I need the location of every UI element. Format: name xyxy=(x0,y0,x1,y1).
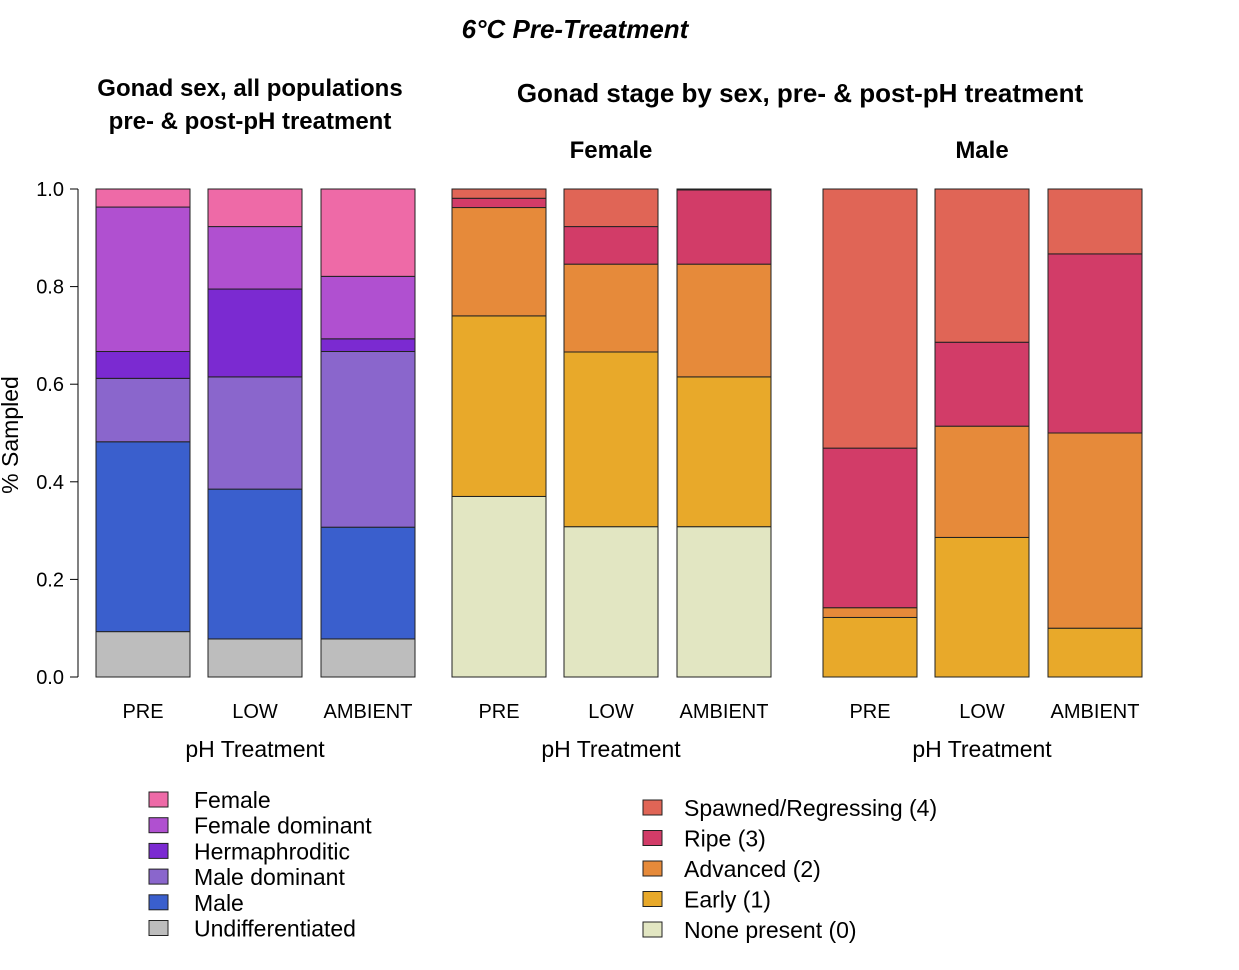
bar-segment xyxy=(676,526,772,678)
male-panel-title: Male xyxy=(955,137,1008,164)
bar-segment xyxy=(451,315,547,497)
y-axis-label: % Sampled xyxy=(0,376,23,494)
bar-segment xyxy=(1047,432,1143,629)
x-tick-label: AMBIENT xyxy=(324,701,413,723)
bar-segment xyxy=(95,188,191,208)
legend-label: Early (1) xyxy=(684,887,771,913)
bar-segment xyxy=(934,188,1030,343)
bar-segment xyxy=(1047,253,1143,434)
legend-label: Advanced (2) xyxy=(684,856,821,882)
y-tick-label: 0.2 xyxy=(36,569,64,591)
legend-swatch xyxy=(148,817,169,834)
panel2-title: Gonad stage by sex, pre- & post-pH treat… xyxy=(517,78,1084,108)
bar-segment xyxy=(563,526,659,678)
bar-segment xyxy=(95,351,191,379)
bar-segment xyxy=(563,226,659,265)
y-tick-label: 0.8 xyxy=(36,277,64,299)
bar-segment xyxy=(207,188,303,228)
legend-label: Male xyxy=(194,890,244,916)
x-tick-label: AMBIENT xyxy=(1051,701,1140,723)
bar-segment xyxy=(320,351,416,528)
bar-segment xyxy=(320,638,416,678)
bar-segment xyxy=(1047,188,1143,255)
bar-segment xyxy=(320,275,416,340)
legend-stage: Spawned/Regressing (4) Ripe (3) Advanced (… xyxy=(642,795,937,943)
x-tick-label: PRE xyxy=(849,701,890,723)
bar-segment xyxy=(934,425,1030,538)
bar-segment xyxy=(207,226,303,290)
legend-label: Female xyxy=(194,787,271,813)
legend-label: Undifferentiated xyxy=(194,916,356,942)
bar-segment xyxy=(95,206,191,353)
bar-segment xyxy=(676,189,772,265)
legend-label: Female dominant xyxy=(194,813,372,839)
main-title: 6°C Pre-Treatment xyxy=(462,14,690,44)
x-tick-label: LOW xyxy=(959,701,1005,723)
legend-swatch xyxy=(642,921,663,938)
x-tick-label: LOW xyxy=(232,701,278,723)
female-panel-title: Female xyxy=(570,137,653,164)
bar-segment xyxy=(320,338,416,353)
y-tick-label: 0.0 xyxy=(36,667,64,689)
chart-marks: 0.0 0.2 0.4 0.6 0.8 1.0 PRE LOW AMBIENT pH Treatm… xyxy=(36,179,1143,762)
bar-segment xyxy=(207,488,303,640)
bar-segment xyxy=(207,638,303,678)
bar-segment xyxy=(676,188,772,191)
bar-segment xyxy=(822,447,918,609)
x-tick-label: LOW xyxy=(588,701,634,723)
x-tick-label: AMBIENT xyxy=(680,701,769,723)
legend-label: Male dominant xyxy=(194,864,345,890)
legend-label: None present (0) xyxy=(684,917,857,943)
y-tick-label: 0.6 xyxy=(36,374,64,396)
legend-label: Hermaphroditic xyxy=(194,838,350,864)
bar-segment xyxy=(934,536,1030,678)
bar-segment xyxy=(95,441,191,633)
x-tick-label: PRE xyxy=(478,701,519,723)
bar-segment xyxy=(563,351,659,528)
bar-segment xyxy=(676,376,772,528)
bar-segment xyxy=(676,263,772,378)
x-tick-label: PRE xyxy=(122,701,163,723)
bar-segment xyxy=(451,197,547,209)
bar-segment xyxy=(95,631,191,678)
panel1-title-line2: pre- & post-pH treatment xyxy=(109,108,392,135)
legend-swatch xyxy=(148,894,169,911)
legend-label: Spawned/Regressing (4) xyxy=(684,795,937,821)
bar-segment xyxy=(563,188,659,228)
bar-segment xyxy=(934,341,1030,427)
bar-segment xyxy=(451,495,547,678)
bar-segment xyxy=(451,207,547,317)
bar-segment xyxy=(207,376,303,490)
bar-segment xyxy=(451,188,547,199)
bar-segment xyxy=(1047,627,1143,678)
bar-segment xyxy=(95,377,191,443)
legend-swatch xyxy=(642,830,663,846)
bar-segment xyxy=(822,616,918,678)
bar-segment xyxy=(320,526,416,640)
panel1-title-line1: Gonad sex, all populations xyxy=(97,75,402,102)
bar-segment xyxy=(822,607,918,618)
legend-swatch xyxy=(642,891,663,907)
legend-swatch xyxy=(148,868,169,885)
bar-segment xyxy=(563,263,659,353)
legend-label: Ripe (3) xyxy=(684,826,766,852)
bar-segment xyxy=(207,288,303,378)
x-axis-label: pH Treatment xyxy=(541,736,681,762)
bar-segment xyxy=(320,188,416,277)
legend-swatch xyxy=(148,791,169,808)
legend-swatch xyxy=(642,860,663,877)
legend-swatch xyxy=(148,842,169,859)
bar-segment xyxy=(822,188,918,449)
legend-swatch xyxy=(148,920,169,936)
y-tick-label: 0.4 xyxy=(36,472,64,494)
legend-swatch xyxy=(642,799,663,816)
x-axis-label: pH Treatment xyxy=(185,736,325,762)
x-axis-label: pH Treatment xyxy=(912,736,1052,762)
y-tick-label: 1.0 xyxy=(36,179,64,201)
